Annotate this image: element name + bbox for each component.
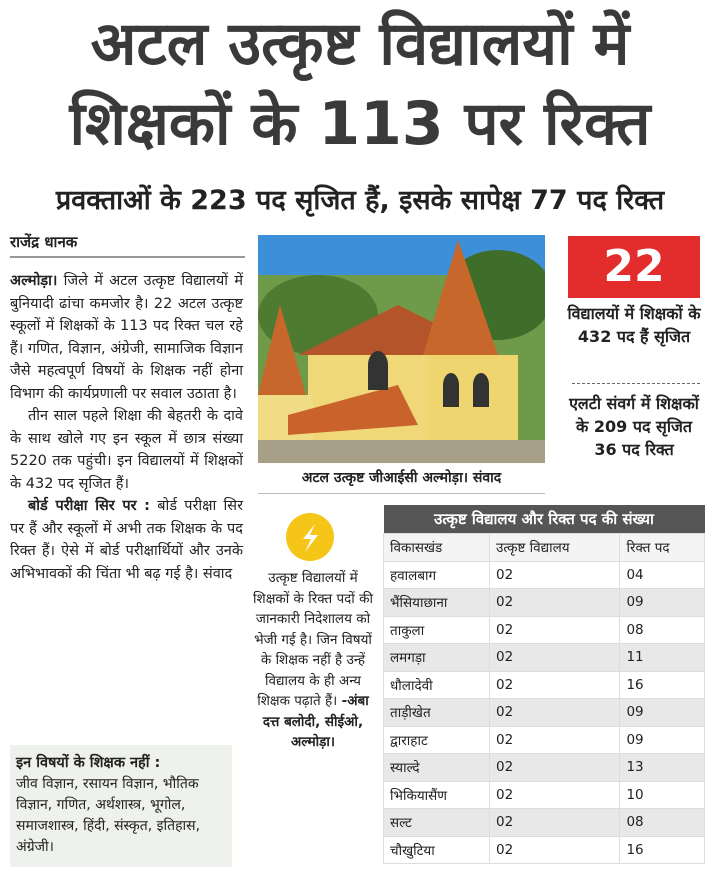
table-cell: 02: [489, 615, 621, 644]
table-row: हवालबाग 02 04: [382, 560, 705, 589]
table-cell: चौखुटिया: [382, 835, 491, 864]
table-cell: 02: [489, 725, 621, 754]
table-cell: 09: [619, 698, 705, 727]
table-row: ताड़ीखेत 02 09: [382, 698, 705, 727]
paragraph: तीन साल पहले शिक्षा की बेहतरी के दावे के…: [10, 408, 243, 492]
text: बोर्ड परीक्षा सिर पर हैं और स्कूलों में …: [10, 498, 244, 582]
box-text: जीव विज्ञान, रसायन विज्ञान, भौतिक विज्ञा…: [16, 776, 201, 855]
divider: [572, 383, 700, 384]
table-cell: ताकुला: [382, 615, 491, 644]
data-table: उत्कृष्ट विद्यालय और रिक्त पद की संख्या …: [382, 505, 705, 864]
stat-box: 22: [568, 236, 700, 298]
table-row: स्याल्दे 02 13: [382, 753, 705, 782]
table-body: हवालबाग 02 04 भैंसियाछाना 02 09 ताकुला 02 08 लमगड…: [382, 560, 705, 864]
table-cell: 02: [489, 560, 621, 589]
table-row: द्वाराहाट 02 09: [382, 725, 705, 754]
table-cell: 16: [619, 670, 705, 699]
table-cell: सल्ट: [382, 808, 491, 837]
table-cell: भिकियासैंण: [382, 780, 491, 809]
table-row: धौलादेवी 02 16: [382, 670, 705, 699]
table-cell: 09: [619, 588, 705, 617]
table-row: ताकुला 02 08: [382, 615, 705, 644]
subjects-box: इन विषयों के शिक्षक नहीं : जीव विज्ञान, …: [10, 745, 232, 867]
table-cell: 11: [619, 643, 705, 672]
table-cell: 02: [489, 698, 621, 727]
table-cell: 08: [619, 808, 705, 837]
table-row: भिकियासैंण 02 10: [382, 780, 705, 809]
table-cell: ताड़ीखेत: [382, 698, 491, 727]
paragraph: अल्मोड़ा। जिले में अटल उत्कृष्ट विद्यालय…: [10, 270, 243, 405]
column-header: विकासखंड: [382, 533, 491, 562]
table-cell: धौलादेवी: [382, 670, 491, 699]
headline: शिक्षकों के 113 पर रिक्त: [69, 89, 651, 159]
table-cell: 13: [619, 753, 705, 782]
table-cell: 08: [619, 615, 705, 644]
table-cell: 02: [489, 780, 621, 809]
text: जिले में अटल उत्कृष्ट विद्यालयों में बुन…: [10, 273, 243, 402]
quote: उत्कृष्ट विद्यालयों में शिक्षकों के रिक्…: [252, 568, 374, 753]
table-cell: 09: [619, 725, 705, 754]
column-header: उत्कृष्ट विद्यालय: [489, 533, 621, 562]
table-cell: 02: [489, 643, 621, 672]
table-row: सल्ट 02 08: [382, 808, 705, 837]
logo: [286, 513, 334, 561]
dateline: अल्मोड़ा।: [10, 273, 58, 289]
table-cell: 02: [489, 588, 621, 617]
table-title: उत्कृष्ट विद्यालय और रिक्त पद की संख्या: [383, 505, 705, 534]
photo-caption: अटल उत्कृष्ट जीआईसी अल्मोड़ा। संवाद: [258, 468, 545, 494]
table-cell: स्याल्दे: [382, 753, 491, 782]
table-cell: 02: [489, 808, 621, 837]
header-row: विकासखंड उत्कृष्ट विद्यालय रिक्त पद: [382, 533, 705, 562]
table-cell: भैंसियाछाना: [382, 588, 491, 617]
quote-text: उत्कृष्ट विद्यालयों में शिक्षकों के रिक्…: [253, 570, 373, 709]
column-header: रिक्त पद: [619, 533, 705, 562]
stat-text: एलटी संवर्ग में शिक्षकों के 209 पद सृजित…: [569, 394, 699, 459]
table-cell: 16: [619, 835, 705, 864]
article-body: अल्मोड़ा। जिले में अटल उत्कृष्ट विद्यालय…: [10, 270, 243, 585]
subheadline: प्रवक्ताओं के 223 पद सृजित हैं, इसके साप…: [55, 185, 665, 216]
table-cell: हवालबाग: [382, 560, 491, 589]
table-cell: 02: [489, 753, 621, 782]
stat-text: विद्यालयों में शिक्षकों के 432 पद हैं सृ…: [567, 304, 701, 346]
table-cell: 04: [619, 560, 705, 589]
photo: [258, 235, 545, 463]
subheading: बोर्ड परीक्षा सिर पर :: [28, 498, 150, 514]
table-cell: लमगड़ा: [382, 643, 491, 672]
table-cell: 02: [489, 835, 621, 864]
table-row: चौखुटिया 02 16: [382, 835, 705, 864]
byline: राजेंद्र धानक: [10, 232, 245, 258]
headline: अटल उत्कृष्ट विद्यालयों में: [90, 9, 630, 79]
paragraph: बोर्ड परीक्षा सिर पर : बोर्ड परीक्षा सिर…: [10, 495, 243, 585]
table-cell: 02: [489, 670, 621, 699]
table-row: लमगड़ा 02 11: [382, 643, 705, 672]
box-title: इन विषयों के शिक्षक नहीं :: [16, 755, 161, 771]
table-row: भैंसियाछाना 02 09: [382, 588, 705, 617]
quote-attribution: -अंबा दत्त बलोदी, सीईओ, अल्मोड़ा।: [262, 693, 369, 750]
table-cell: 10: [619, 780, 705, 809]
table-cell: द्वाराहाट: [382, 725, 491, 754]
